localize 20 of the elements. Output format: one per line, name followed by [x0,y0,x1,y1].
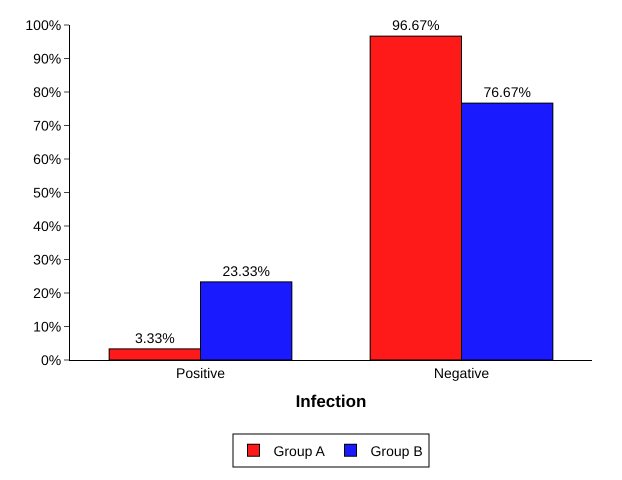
y-tick-label: 60% [33,150,62,167]
y-tick-label: 90% [33,50,62,66]
y-tick-label: 0% [40,352,62,368]
y-tick-label: 70% [33,117,62,134]
x-tick-label: Positive [176,364,226,381]
legend-label: Group A [274,442,326,459]
y-tick-label: 50% [33,184,62,200]
data-label: 3.33% [134,330,175,346]
y-tick-label: 80% [33,84,62,100]
y-tick-label: 30% [33,251,62,268]
x-axis-title: Infection [296,392,366,412]
data-label: 23.33% [222,262,270,279]
data-label: 76.67% [483,84,531,100]
data-label: 96.67% [392,17,440,34]
x-tick-label: Negative [434,364,490,381]
y-tick-label: 100% [25,16,62,33]
y-tick-label: 40% [33,218,62,234]
y-tick-label: 10% [33,318,62,334]
y-tick-label: 20% [33,284,62,301]
legend-label: Group B [370,442,423,459]
